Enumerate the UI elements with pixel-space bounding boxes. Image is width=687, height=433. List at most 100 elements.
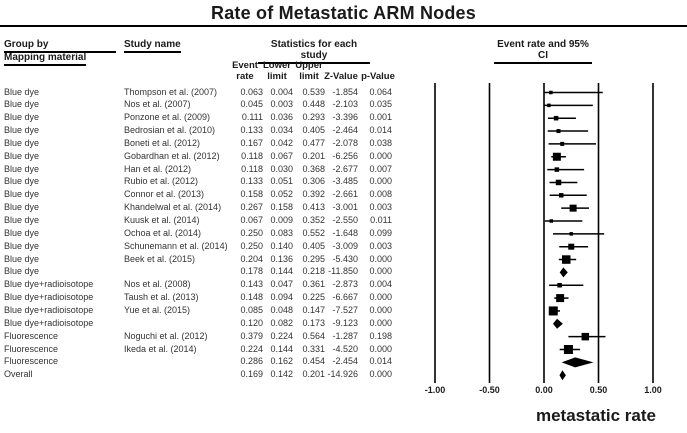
cell-ul: 0.564 [302,330,325,341]
point-estimate-square [548,306,558,316]
x-axis-tick: -1.00 [424,385,446,395]
table-row: Blue dye+radioisotope 0.120 0.082 0.173 -9.1… [0,318,687,330]
cell-ul: 0.361 [302,279,325,290]
cell-group: Blue dye [4,163,40,174]
cell-study: Khandelwal et al. (2014) [124,202,222,213]
cell-study: Boneti et al. (2012) [124,137,201,148]
cell-study: Gobardhan et al. (2012) [124,150,220,161]
cell-ul: 0.539 [302,86,325,97]
cell-ul: 0.295 [302,253,325,264]
point-estimate-square [549,90,553,95]
title-divider-rule [0,25,687,27]
cell-er: 0.118 [241,150,263,161]
cell-study: Ponzone et al. (2009) [124,112,211,123]
cell-study: Rubio et al. (2012) [124,176,199,187]
cell-ll: 0.144 [270,343,293,354]
cell-ll: 0.162 [270,356,293,367]
table-row: Blue dye Beek et al. (2015) 0.204 0.136 0.29… [0,254,687,266]
table-row: Blue dye Ochoa et al. (2014) 0.250 0.083 0.5… [0,228,687,240]
table-row: Blue dye Kuusk et al. (2014) 0.067 0.009 0.3… [0,215,687,227]
point-estimate-square [556,294,565,303]
cell-er: 0.045 [240,99,263,110]
cell-p: 0.000 [369,150,392,161]
cell-group: Blue dye [4,150,40,161]
cell-er: 0.067 [240,215,263,225]
cell-p: 0.000 [369,266,392,277]
table-row: Blue dye+radioisotope Taush et al. (2013)… [0,292,687,304]
x-axis-tick: 1.00 [644,385,662,395]
cell-p: 0.198 [369,330,392,341]
cell-study: Han et al. (2012) [124,163,192,174]
table-row: Blue dye+radioisotope Nos et al. (2008) 0.… [0,279,687,291]
cell-er: 0.148 [240,292,263,303]
cell-ll: 0.048 [270,304,293,315]
cell-ll: 0.030 [270,163,293,174]
cell-ul: 0.405 [302,125,325,136]
cell-group: Blue dye [4,227,40,238]
cell-er: 0.250 [240,227,263,238]
cell-ul: 0.306 [302,176,325,187]
cell-p: 0.000 [369,292,392,303]
cell-study: Nos et al. (2007) [124,99,191,110]
cell-ll: 0.051 [270,176,293,187]
cell-ll: 0.083 [270,227,293,238]
cell-ll: 0.047 [270,279,293,290]
summary-diamond [561,357,594,368]
x-axis-tick: 0.50 [589,385,608,395]
cell-er: 0.204 [240,253,263,264]
cell-ul: 0.477 [302,137,325,148]
cell-ul: 0.448 [302,99,325,110]
cell-er: 0.133 [240,176,263,187]
cell-group: Blue dye [4,99,40,110]
chart-title: Rate of Metastatic ARM Nodes [211,3,476,23]
subheader-event-rate: Event rate [232,60,258,82]
cell-ul: 0.552 [302,227,325,238]
cell-ll: 0.142 [270,369,293,380]
table-row: Blue dye Rubio et al. (2012) 0.133 0.051 0.3… [0,176,687,188]
point-estimate-square [547,103,551,108]
cell-ul: 0.147 [302,304,325,315]
cell-er: 0.143 [240,279,263,290]
cell-p: 0.004 [369,279,392,290]
table-row: Blue dye Han et al. (2012) 0.118 0.030 0.368… [0,164,687,176]
cell-ul: 0.201 [302,369,325,380]
cell-er: 0.224 [240,343,263,354]
cell-p: 0.014 [369,125,392,136]
table-row: Blue dye Boneti et al. (2012) 0.167 0.042 0.… [0,138,687,150]
point-estimate-square [568,243,575,250]
cell-group: Blue dye+radioisotope [4,279,94,290]
cell-group: Blue dye+radioisotope [4,317,94,328]
cell-group: Blue dye+radioisotope [4,292,94,303]
cell-p: 0.008 [369,189,392,200]
column-header-mapping-material: Mapping material [4,52,87,66]
cell-p: 0.038 [369,137,392,148]
point-estimate-square [554,167,560,172]
cell-ul: 0.454 [302,356,325,367]
table-row: Blue dye Schunemann et al. (2014) 0.250 0.1… [0,241,687,253]
x-axis-tick: 0.00 [535,385,553,395]
cell-er: 0.158 [240,189,263,200]
cell-z: -6.256 [332,150,358,161]
cell-ul: 0.225 [302,292,325,303]
cell-z: -2.464 [332,125,358,136]
cell-z: -2.078 [332,137,358,148]
cell-ll: 0.042 [270,137,293,148]
cell-z: -3.396 [332,112,358,123]
cell-ll: 0.082 [270,317,293,328]
table-row: Blue dye Connor et al. (2013) 0.158 0.052 0.… [0,189,687,201]
cell-er: 0.267 [240,202,263,213]
cell-z: -2.661 [332,189,358,200]
cell-z: -1.648 [332,227,358,238]
cell-ll: 0.144 [270,266,293,277]
cell-group: Blue dye [4,86,40,97]
cell-ul: 0.413 [302,202,325,213]
point-estimate-square [563,345,573,354]
cell-study: Thompson et al. (2007) [124,86,218,97]
cell-p: 0.000 [369,343,392,354]
cell-p: 0.014 [369,356,392,367]
table-row: Overall 0.169 0.142 0.201 -14.926 0.000 [0,369,687,381]
cell-z: -2.550 [332,215,358,225]
cell-p: 0.000 [369,176,392,187]
